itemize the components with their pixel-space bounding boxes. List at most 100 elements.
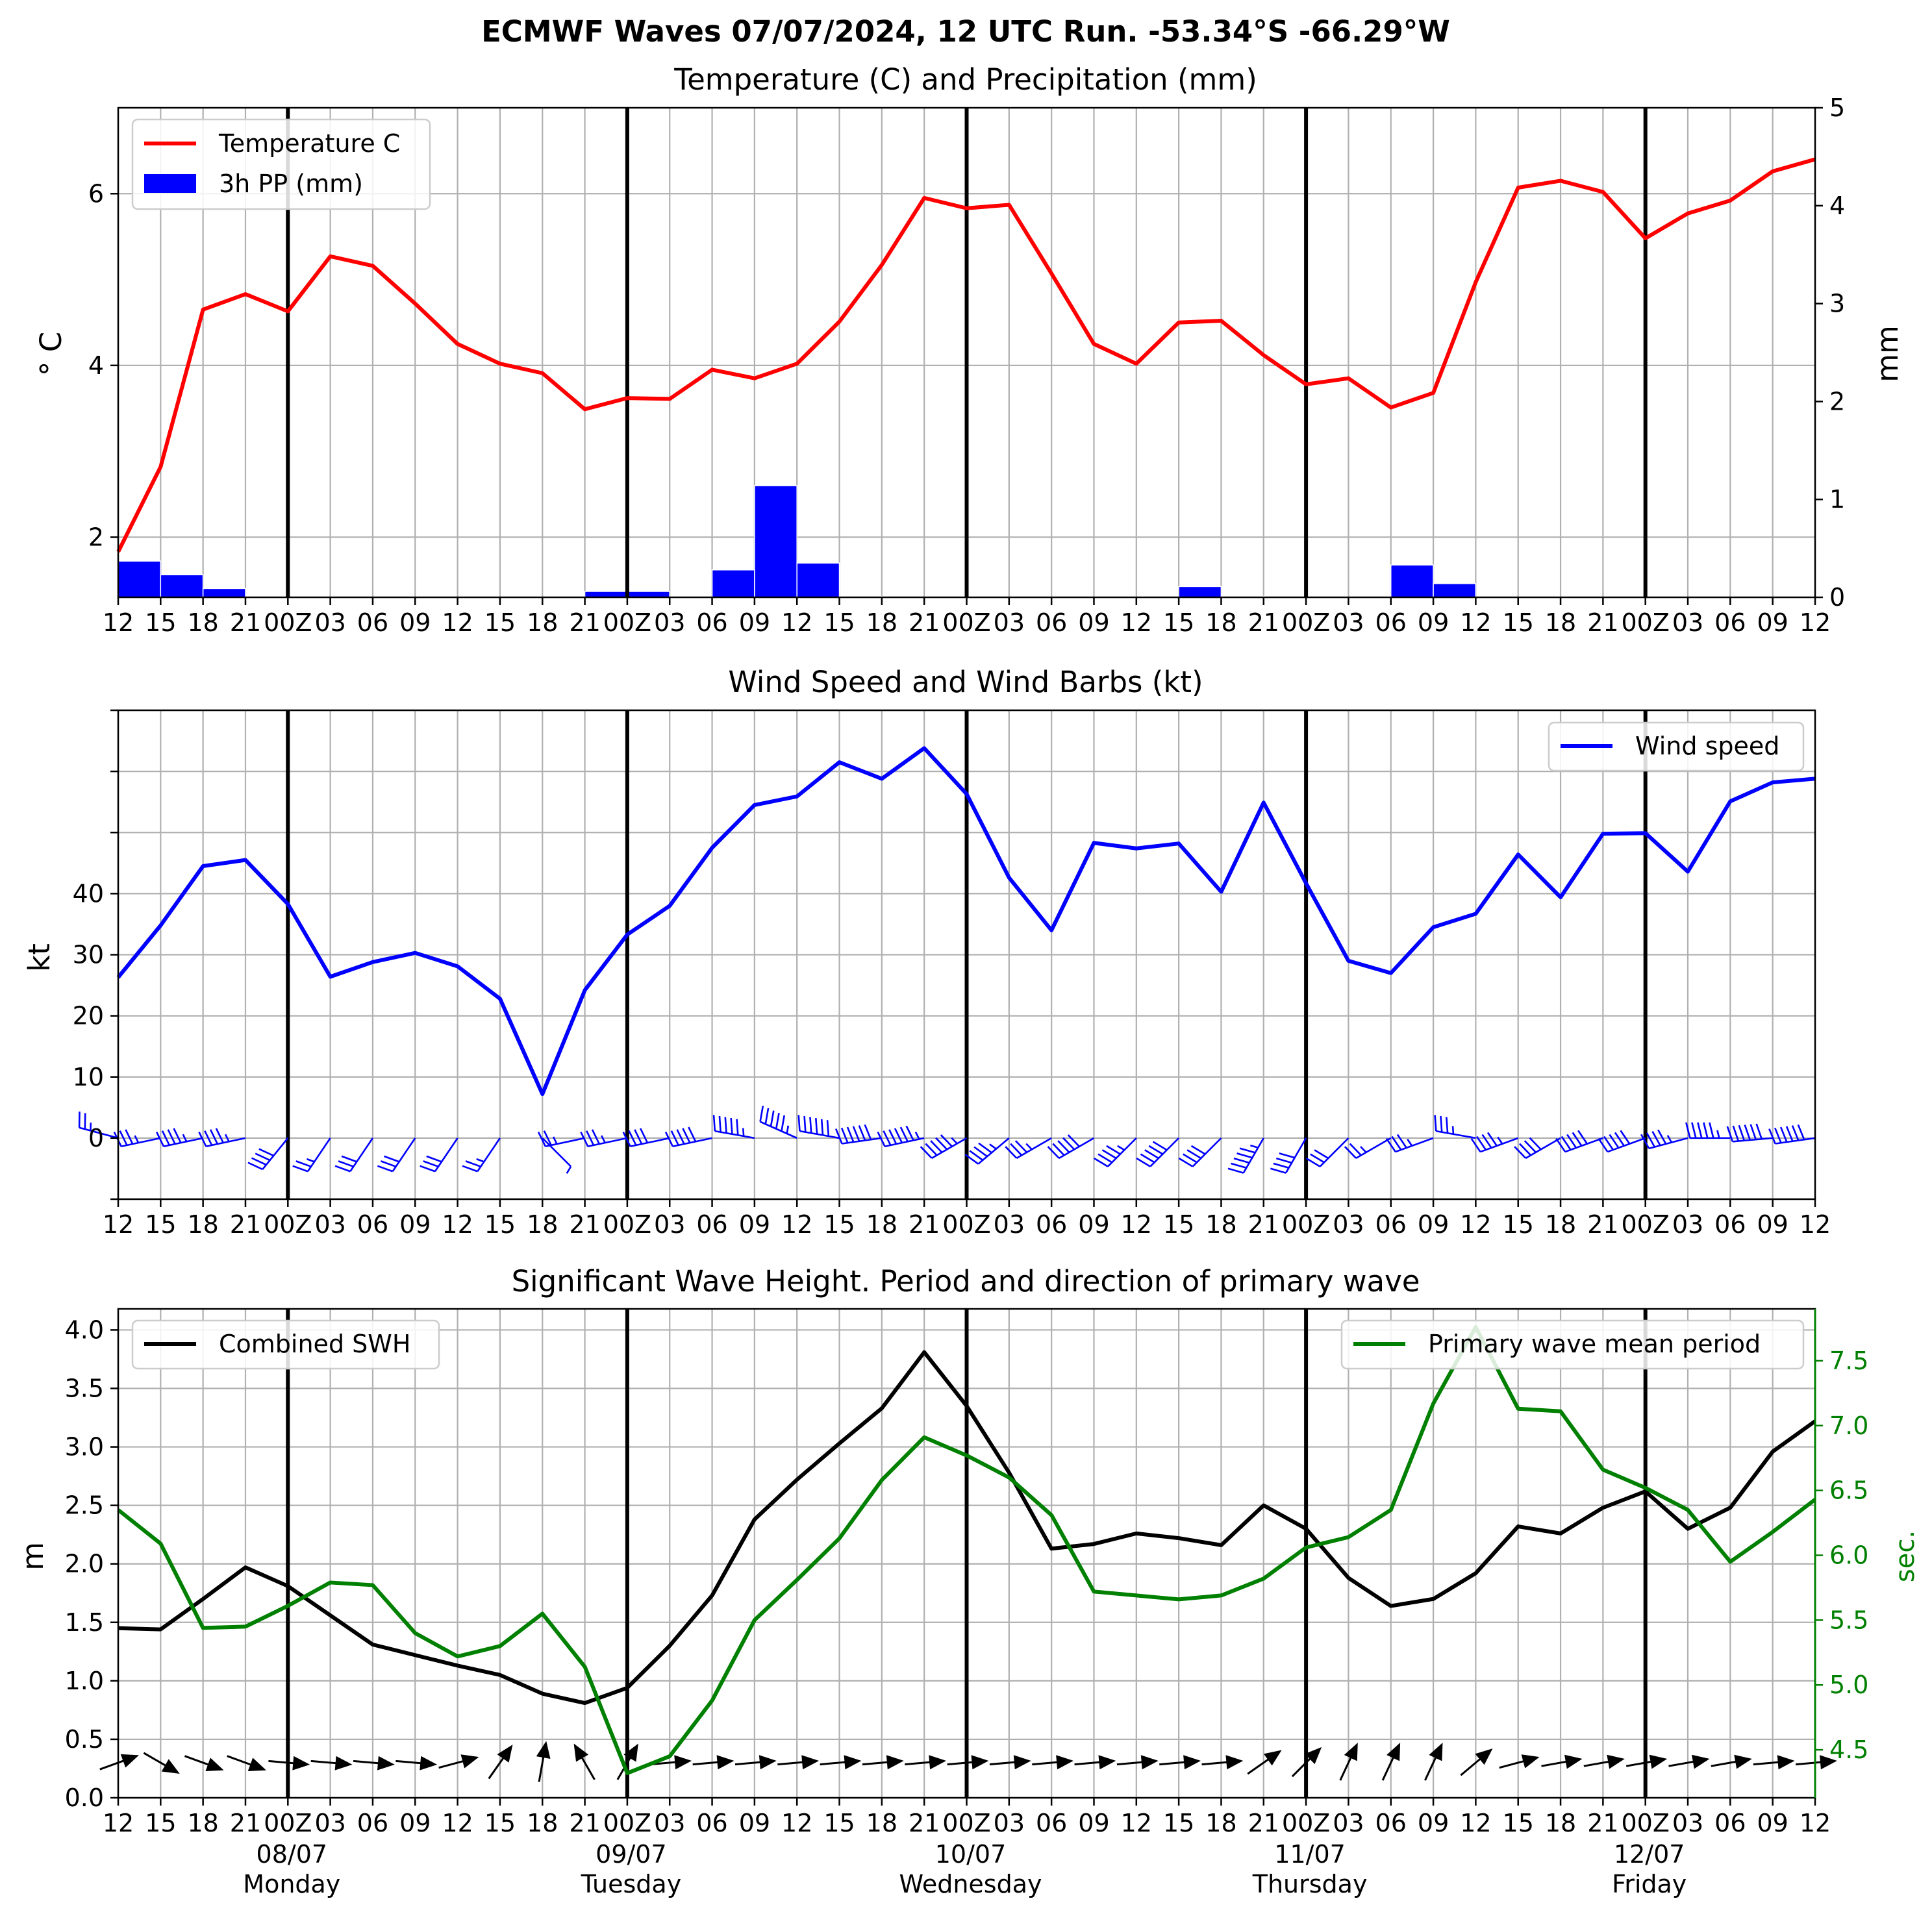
precip-bar <box>754 485 797 598</box>
x-tick-label: 09 <box>739 1210 770 1239</box>
wind-barb-feather <box>465 1160 481 1168</box>
wind-barb-feather <box>1566 1134 1577 1149</box>
x-tick-label: 00Z <box>942 1809 990 1837</box>
x-tick-label: 06 <box>357 1809 388 1837</box>
wind-barb-shaft <box>434 1137 458 1173</box>
wind-barb-feather <box>688 1126 697 1142</box>
y-tick-label: 0.0 <box>65 1784 104 1812</box>
wind-barb-feather <box>1651 1131 1661 1146</box>
x-tick-label: 12 <box>1800 1210 1831 1239</box>
wind-barb-feather <box>905 1125 914 1141</box>
wind-barb-shaft <box>799 1130 840 1139</box>
wave-arrow-head <box>759 1755 777 1770</box>
y-tick-label: 30 <box>73 941 104 969</box>
wind-barb-feather <box>840 1127 849 1143</box>
wind-barb-half-feather <box>914 1131 920 1140</box>
wind-barb-feather <box>586 1130 595 1146</box>
y-tick-labels-right: 4.5 5.0 5.5 6.0 6.5 7.0 7.5 <box>1814 1309 1868 1798</box>
wind-barb-feather <box>1598 1137 1609 1152</box>
wave-direction-arrow <box>1381 1743 1401 1781</box>
wind-barb-feather <box>1014 1140 1027 1153</box>
wave-direction-arrow <box>1583 1754 1625 1769</box>
x-tick-label: 18 <box>527 608 558 637</box>
x-tick-label: 00Z <box>942 608 990 637</box>
x-tick-label: 09 <box>1757 1210 1788 1239</box>
wind-barb-feather <box>1047 1146 1060 1159</box>
wind-barb <box>1136 1137 1180 1167</box>
x-tick-label: 18 <box>866 608 897 637</box>
x-tick-label: 12 <box>1121 1210 1152 1239</box>
wave-arrow-head <box>674 1755 692 1770</box>
wave-arrow-head <box>1691 1754 1710 1769</box>
wind-barb-feather <box>1603 1136 1614 1150</box>
wave-direction-arrow <box>1339 1743 1358 1781</box>
wind-barb-feather <box>255 1152 271 1162</box>
day-label-weekday: Friday <box>1612 1870 1687 1898</box>
wind-barb-feather <box>888 1129 897 1145</box>
y-tick-label-right: 1 <box>1829 485 1845 514</box>
x-tick-label: 06 <box>696 1210 727 1239</box>
wind-barb-feather <box>1561 1136 1572 1150</box>
wind-barb-feather <box>1231 1162 1247 1169</box>
y-tick-label: 1.5 <box>65 1608 104 1637</box>
wind-barb-feather <box>930 1140 943 1153</box>
wind-barb-shaft <box>1775 1137 1816 1145</box>
wave-arrow-head <box>205 1758 224 1772</box>
wind-barb-feather <box>797 1115 801 1132</box>
wind-barb-feather <box>1094 1157 1109 1167</box>
y-tick-label-right: 7.0 <box>1829 1411 1868 1440</box>
y-tick-label-right: 4.5 <box>1829 1735 1868 1764</box>
wind-barb-half-feather <box>182 1134 188 1142</box>
x-tick-label: 06 <box>357 608 388 637</box>
wave-arrow-head <box>1344 1743 1358 1761</box>
wind-barb <box>1094 1137 1137 1167</box>
x-tick-label: 21 <box>1587 1809 1618 1837</box>
wind-barb-feather <box>1529 1137 1542 1150</box>
day-label-date: 08/07 <box>257 1840 328 1869</box>
y-tick-label-right: 0 <box>1829 583 1845 612</box>
x-tick-label: 12 <box>781 1210 812 1239</box>
wind-barb-shaft <box>1355 1137 1392 1160</box>
wind-barb-feather <box>1779 1126 1788 1143</box>
wind-barb-feather <box>1446 1117 1449 1134</box>
x-tick-label: 09 <box>1078 1809 1109 1837</box>
wave-direction-arrow <box>227 1755 266 1772</box>
y-tick-label-right: 3 <box>1829 290 1845 318</box>
wind-barb-feather <box>1279 1152 1295 1159</box>
y-tick-label: 4 <box>88 351 104 380</box>
y-tick-label: 0 <box>88 1124 104 1152</box>
wind-barb-feather <box>864 1124 872 1140</box>
y-tick-label-right: 7.5 <box>1829 1347 1868 1375</box>
wave-arrow-head <box>1140 1755 1159 1770</box>
wave-direction-arrow <box>1201 1755 1244 1770</box>
x-tick-label: 03 <box>1672 1210 1703 1239</box>
wave-direction-arrow <box>777 1755 820 1770</box>
wind-barb-shaft <box>1149 1137 1180 1167</box>
wind-barb-feather <box>670 1130 679 1146</box>
x-tick-label: 18 <box>1545 1210 1576 1239</box>
x-tick-label: 15 <box>823 608 855 637</box>
wind-barb-feather <box>718 1115 721 1132</box>
wind-barb <box>1555 1130 1603 1153</box>
wind-barb-feather <box>1744 1125 1751 1141</box>
wind-barb-shaft <box>1059 1137 1095 1160</box>
x-tick-label: 09 <box>399 1210 431 1239</box>
wind-barb-half-feather <box>1497 1136 1503 1145</box>
wind-barb-feather <box>925 1143 938 1156</box>
wind-barb-feather <box>1010 1143 1023 1156</box>
x-tick-label: 03 <box>654 1809 685 1837</box>
wind-barb-half-feather <box>552 1136 558 1145</box>
wind-barb <box>420 1137 458 1173</box>
x-tick-label: 12 <box>1460 1809 1491 1837</box>
wave-direction-arrow <box>734 1755 777 1770</box>
wind-barb-shaft <box>1648 1137 1688 1150</box>
x-tick-label: 21 <box>230 608 261 637</box>
wind-barb-feather <box>852 1126 860 1142</box>
precip-bar <box>627 591 670 598</box>
wind-barb-shaft <box>884 1137 925 1148</box>
wind-barb <box>1178 1137 1222 1167</box>
wind-barb-feather <box>1239 1147 1256 1154</box>
wind-barb-feather <box>204 1130 213 1146</box>
day-label-date: 11/07 <box>1274 1840 1346 1869</box>
